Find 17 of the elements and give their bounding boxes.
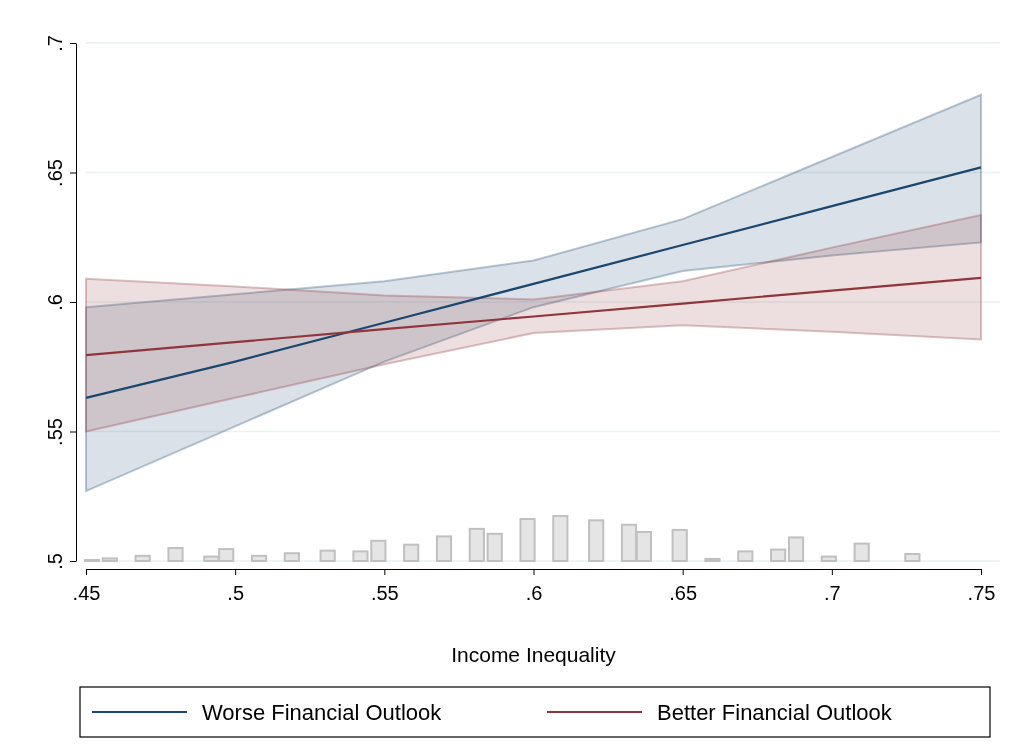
- y-tick-label: .7: [44, 35, 66, 52]
- legend-label: Better Financial Outlook: [657, 700, 893, 725]
- x-tick-label: .55: [370, 582, 399, 604]
- x-tick-label: .45: [72, 582, 101, 604]
- x-tick-label: .65: [669, 582, 698, 604]
- line-series: [84, 276, 983, 357]
- legend-label: Worse Financial Outlook: [202, 700, 443, 725]
- y-tick-label: .5: [44, 553, 66, 570]
- y-tick-label: .6: [44, 294, 66, 311]
- x-tick-label: .75: [967, 582, 996, 604]
- line-series: [84, 166, 983, 399]
- x-tick-label: .7: [823, 582, 841, 604]
- x-tick-label: .6: [525, 582, 543, 604]
- y-tick-label: .55: [44, 418, 66, 446]
- x-axis-title: Income Inequality: [451, 643, 617, 666]
- x-tick-label: .5: [227, 582, 245, 604]
- y-tick-label: .65: [44, 159, 66, 187]
